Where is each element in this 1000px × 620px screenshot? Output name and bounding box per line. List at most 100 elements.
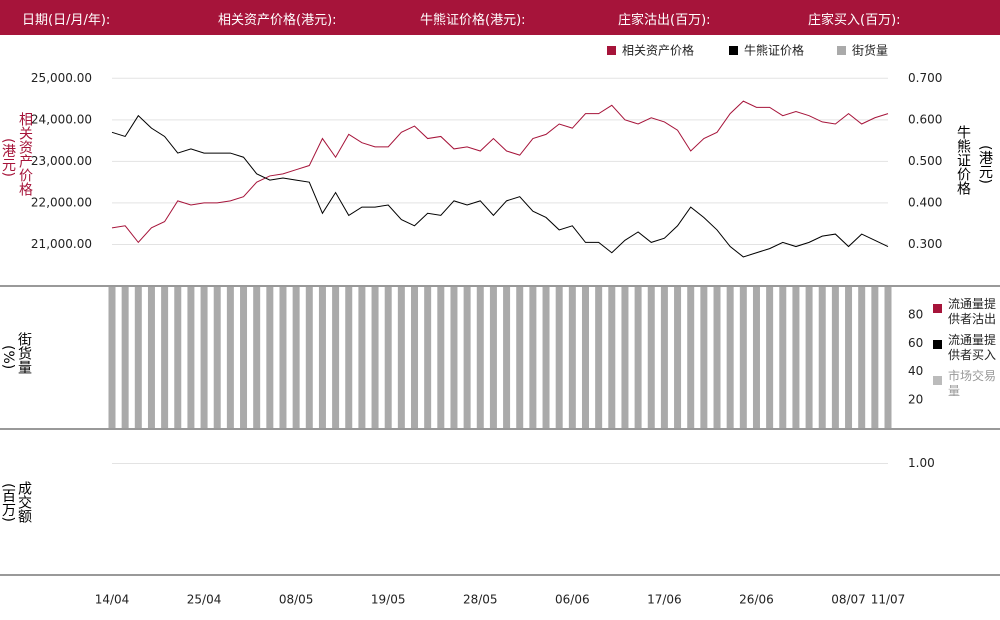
x-tick-label: 17/06	[647, 593, 682, 607]
x-tick-label: 11/07	[871, 593, 906, 607]
bar	[108, 287, 116, 428]
legend-label: 街货量	[852, 43, 888, 58]
bar	[871, 287, 879, 428]
tick-label: 21,000.00	[31, 237, 92, 251]
bar	[542, 287, 550, 428]
header-field: 牛熊证价格(港元):	[420, 13, 526, 28]
bar	[516, 287, 524, 428]
header-field: 庄家沽出(百万):	[618, 13, 711, 28]
bar	[305, 287, 313, 428]
bar	[752, 287, 760, 428]
bar	[397, 287, 405, 428]
header-bar: 日期(日/月/年): 相关资产价格(港元): 牛熊证价格(港元): 庄家沽出(百…	[0, 0, 1000, 35]
tick-label: 20	[908, 392, 923, 406]
bar	[700, 287, 708, 428]
bar	[411, 287, 419, 428]
x-tick-label: 19/05	[371, 593, 406, 607]
tick-label: 1.00	[908, 456, 935, 470]
legend-swatch	[933, 304, 942, 313]
tick-label: 0.300	[908, 237, 942, 251]
y-axis-label: 相关资产价格	[17, 112, 33, 196]
tick-label: 0.700	[908, 71, 942, 85]
bar	[858, 287, 866, 428]
bar	[779, 287, 787, 428]
bar	[805, 287, 813, 428]
bar	[503, 287, 511, 428]
bar	[161, 287, 169, 428]
x-tick-label: 28/05	[463, 593, 498, 607]
bar	[437, 287, 445, 428]
bar	[608, 287, 616, 428]
tick-label: 0.600	[908, 112, 942, 126]
bar	[371, 287, 379, 428]
header-field: 相关资产价格(港元):	[218, 13, 337, 28]
bar	[200, 287, 208, 428]
bar	[674, 287, 682, 428]
bar	[845, 287, 853, 428]
legend-swatch	[933, 340, 942, 349]
bar	[318, 287, 326, 428]
legend-label: 相关资产价格	[622, 43, 694, 58]
tick-label: 25,000.00	[31, 71, 92, 85]
legend-swatch	[933, 376, 942, 385]
y-axis-unit: (港元)	[0, 138, 16, 177]
bar	[818, 287, 826, 428]
x-tick-label: 14/04	[95, 593, 130, 607]
legend-label: 市场交易量	[948, 369, 997, 398]
tick-label: 0.500	[908, 154, 942, 168]
x-tick-label: 08/07	[831, 593, 866, 607]
bar	[266, 287, 274, 428]
bar	[187, 287, 195, 428]
bar	[489, 287, 497, 428]
series-line	[111, 114, 889, 258]
y2-axis-label: 牛熊证价格	[955, 125, 971, 195]
bar	[332, 287, 340, 428]
x-tick-label: 08/05	[279, 593, 314, 607]
x-tick-label: 06/06	[555, 593, 590, 607]
bar	[766, 287, 774, 428]
bar	[358, 287, 366, 428]
bar	[660, 287, 668, 428]
tick-label: 60	[908, 336, 923, 350]
bar	[595, 287, 603, 428]
y-axis-label: 街货量	[16, 332, 32, 374]
bar	[463, 287, 471, 428]
legend-label: 流通量提供者沽出	[948, 297, 997, 326]
y-axis-unit: (%)	[0, 345, 16, 370]
legend-swatch	[607, 46, 616, 55]
legend-label: 流通量提供者买入	[948, 333, 997, 362]
bar	[884, 287, 892, 428]
header-field: 庄家买入(百万):	[808, 13, 901, 28]
x-tick-label: 25/04	[187, 593, 222, 607]
tick-label: 24,000.00	[31, 112, 92, 126]
bar	[647, 287, 655, 428]
bar	[687, 287, 695, 428]
bar	[134, 287, 142, 428]
bar	[147, 287, 155, 428]
tick-label: 22,000.00	[31, 195, 92, 209]
header-field: 日期(日/月/年):	[22, 13, 111, 28]
y-axis-label: 成交额	[16, 481, 32, 523]
bar	[292, 287, 300, 428]
bar	[529, 287, 537, 428]
bar	[739, 287, 747, 428]
bar	[213, 287, 221, 428]
bar	[581, 287, 589, 428]
y2-axis-unit: (港元)	[977, 145, 993, 184]
bar	[476, 287, 484, 428]
tick-label: 40	[908, 364, 923, 378]
bar	[345, 287, 353, 428]
series-line	[111, 100, 889, 244]
bar	[831, 287, 839, 428]
bar	[253, 287, 261, 428]
bar	[424, 287, 432, 428]
tick-label: 80	[908, 308, 923, 322]
bar	[121, 287, 129, 428]
bar	[792, 287, 800, 428]
legend-swatch	[729, 46, 738, 55]
bar	[634, 287, 642, 428]
bar	[713, 287, 721, 428]
bar	[240, 287, 248, 428]
